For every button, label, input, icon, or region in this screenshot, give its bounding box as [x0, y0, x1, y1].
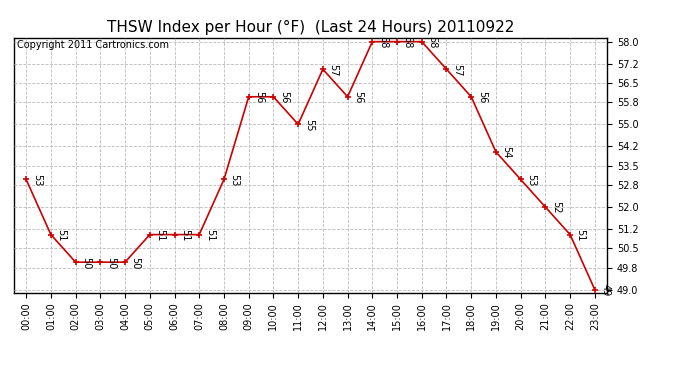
Text: 52: 52	[551, 201, 561, 214]
Text: Copyright 2011 Cartronics.com: Copyright 2011 Cartronics.com	[17, 40, 169, 50]
Text: 50: 50	[106, 256, 116, 269]
Text: 53: 53	[526, 174, 536, 186]
Text: 51: 51	[575, 229, 586, 242]
Text: 57: 57	[452, 64, 462, 76]
Text: 58: 58	[378, 36, 388, 48]
Text: 51: 51	[155, 229, 166, 242]
Text: 50: 50	[81, 256, 91, 269]
Text: 56: 56	[477, 91, 486, 104]
Text: 55: 55	[304, 119, 314, 131]
Text: 58: 58	[402, 36, 413, 48]
Text: 57: 57	[328, 64, 338, 76]
Text: 56: 56	[254, 91, 264, 104]
Text: 51: 51	[205, 229, 215, 242]
Text: 58: 58	[427, 36, 437, 48]
Text: 50: 50	[130, 256, 141, 269]
Text: 51: 51	[57, 229, 66, 242]
Text: 53: 53	[32, 174, 41, 186]
Text: 49: 49	[600, 284, 611, 297]
Text: 56: 56	[279, 91, 289, 104]
Title: THSW Index per Hour (°F)  (Last 24 Hours) 20110922: THSW Index per Hour (°F) (Last 24 Hours)…	[107, 20, 514, 35]
Text: 54: 54	[502, 146, 511, 159]
Text: 53: 53	[230, 174, 239, 186]
Text: 51: 51	[180, 229, 190, 242]
Text: 56: 56	[353, 91, 363, 104]
